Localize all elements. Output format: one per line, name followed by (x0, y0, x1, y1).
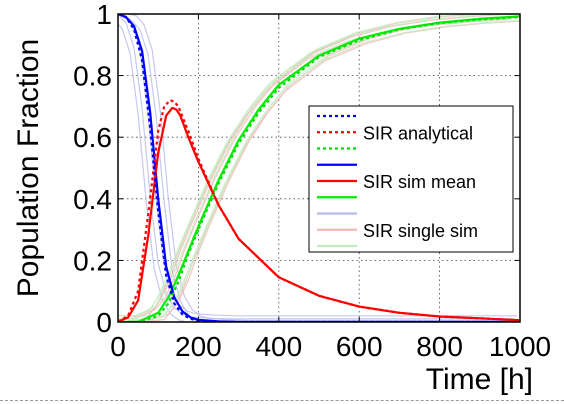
tick-labels: 0 200 400 600 800 1000 0 0.2 0.4 0.6 0.8 1 (73, 0, 551, 362)
y-axis-label: Population Fraction (12, 39, 45, 298)
single-sim-line (123, 17, 520, 322)
tick-marks (117, 13, 521, 323)
y-tick-label: 1 (96, 0, 112, 30)
analytical-line (118, 16, 520, 322)
bottom-divider (0, 400, 564, 401)
single-sim-line (118, 23, 508, 322)
legend: SIR analytical SIR sim mean SIR single sim (308, 105, 514, 253)
x-tick-label: 400 (255, 331, 302, 362)
y-tick-label: 0.8 (73, 61, 112, 92)
x-tick-label: 600 (336, 331, 383, 362)
y-tick-label: 0.6 (73, 122, 112, 153)
legend-label: SIR single sim (363, 221, 478, 241)
plot-frame (117, 13, 521, 323)
x-axis-label: Time [h] (426, 363, 533, 396)
x-tick-label: 1000 (489, 331, 551, 362)
y-tick-label: 0.4 (73, 184, 112, 215)
single-sim-line (127, 14, 520, 322)
analytical-line (118, 99, 520, 322)
x-tick-label: 0 (110, 331, 126, 362)
single-sim-traces (118, 14, 520, 322)
x-tick-label: 200 (175, 331, 222, 362)
legend-label: SIR sim mean (363, 172, 476, 192)
y-tick-label: 0.2 (73, 245, 112, 276)
y-tick-label: 0 (96, 307, 112, 338)
single-sim-line (118, 14, 517, 317)
legend-box (308, 105, 514, 253)
legend-label: SIR analytical (363, 123, 473, 143)
x-tick-label: 800 (416, 331, 463, 362)
